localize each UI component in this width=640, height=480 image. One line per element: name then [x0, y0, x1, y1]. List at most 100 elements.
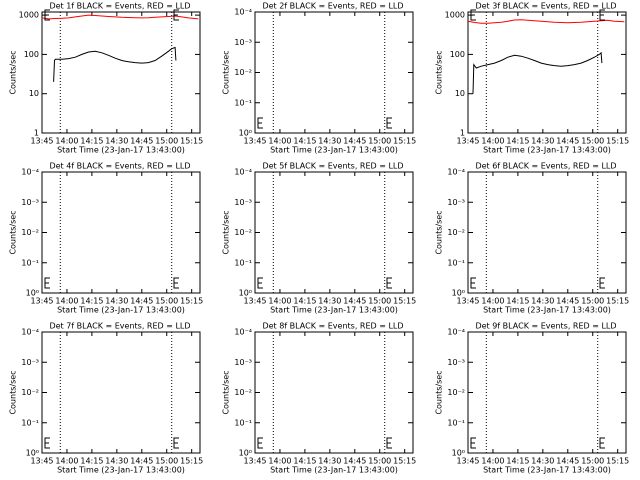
panel-title: Det 9f BLACK = Events, RED = LLD: [475, 322, 616, 331]
panel-title: Det 4f BLACK = Events, RED = LLD: [49, 162, 190, 171]
x-tick-label: 15:15: [606, 137, 629, 146]
x-tick-label: 14:30: [318, 457, 341, 466]
panel-title: Det 3f BLACK = Events, RED = LLD: [475, 2, 616, 11]
y-tick-label: 10: [29, 89, 39, 98]
x-tick-label: 14:30: [105, 137, 128, 146]
y-axis-label: Counts/sec: [9, 210, 18, 254]
bracket-glyph: [173, 437, 179, 449]
panel-title: Det 5f BLACK = Events, RED = LLD: [262, 162, 403, 171]
y-tick-label: 10⁰: [452, 449, 465, 458]
y-tick-label: 10⁰: [452, 289, 465, 298]
x-tick-label: 14:15: [293, 297, 316, 306]
y-tick-label: 10⁻³: [234, 198, 252, 207]
x-tick-label: 14:15: [80, 137, 103, 146]
x-tick-label: 13:45: [30, 137, 53, 146]
x-tick-label: 15:15: [606, 297, 629, 306]
x-tick-label: 15:00: [368, 297, 391, 306]
x-tick-label: 13:45: [243, 137, 266, 146]
x-tick-label: 14:45: [556, 137, 579, 146]
y-axis-label: Counts/sec: [222, 370, 231, 414]
x-tick-label: 14:45: [343, 457, 366, 466]
panel-title: Det 2f BLACK = Events, RED = LLD: [262, 2, 403, 11]
x-tick-label: 15:00: [368, 137, 391, 146]
y-tick-label: 1: [34, 129, 39, 138]
plot-frame: [254, 171, 414, 294]
y-tick-label: 10⁻³: [447, 358, 465, 367]
y-axis-label: Counts/sec: [435, 50, 444, 94]
x-tick-label: 13:45: [243, 457, 266, 466]
x-tick-label: 14:00: [268, 137, 291, 146]
x-axis-label: Start Time (23-Jan-17 13:43:00): [57, 306, 185, 315]
x-axis-label: Start Time (23-Jan-17 13:43:00): [57, 466, 185, 475]
x-tick-label: 15:15: [180, 297, 203, 306]
plot-frame: [41, 171, 201, 294]
y-tick-label: 10⁻⁴: [447, 168, 465, 177]
y-tick-label: 10⁰: [239, 449, 252, 458]
x-tick-label: 14:15: [293, 457, 316, 466]
y-tick-label: 100: [450, 50, 465, 59]
bracket-glyph: [470, 9, 476, 21]
panel-title: Det 1f BLACK = Events, RED = LLD: [49, 2, 190, 11]
plot-frame: [467, 171, 627, 294]
y-tick-label: 10⁻²: [21, 388, 39, 397]
x-tick-label: 15:15: [180, 457, 203, 466]
bracket-glyph: [599, 9, 605, 21]
y-tick-label: 10⁻¹: [234, 258, 252, 267]
x-tick-label: 15:00: [581, 457, 604, 466]
x-tick-label: 14:15: [293, 137, 316, 146]
y-tick-label: 10⁰: [26, 289, 39, 298]
x-tick-label: 15:15: [393, 137, 416, 146]
plot-frame: [254, 331, 414, 454]
x-tick-label: 15:15: [393, 297, 416, 306]
x-tick-label: 14:45: [556, 457, 579, 466]
x-tick-label: 13:45: [456, 457, 479, 466]
bracket-glyph: [470, 437, 476, 449]
x-tick-label: 13:45: [30, 297, 53, 306]
plot-frame: [41, 331, 201, 454]
bracket-glyph: [386, 437, 392, 449]
y-tick-label: 10⁻¹: [21, 418, 39, 427]
x-tick-label: 14:00: [55, 297, 78, 306]
y-tick-label: 10⁻³: [447, 198, 465, 207]
y-tick-label: 1000: [445, 11, 465, 20]
y-tick-label: 1000: [19, 11, 39, 20]
x-tick-label: 14:45: [130, 297, 153, 306]
bracket-glyph: [257, 437, 263, 449]
x-axis-label: Start Time (23-Jan-17 13:43:00): [483, 146, 611, 155]
bracket-glyph: [599, 437, 605, 449]
y-tick-label: 10⁻³: [234, 358, 252, 367]
y-tick-label: 10⁻⁴: [21, 328, 39, 337]
y-tick-label: 10⁻²: [447, 388, 465, 397]
y-tick-label: 10⁰: [239, 129, 252, 138]
y-tick-label: 10⁻²: [234, 68, 252, 77]
x-tick-label: 14:15: [506, 457, 529, 466]
y-tick-label: 10⁻²: [447, 228, 465, 237]
y-tick-label: 1: [460, 129, 465, 138]
x-tick-label: 14:00: [481, 137, 504, 146]
data-line: [467, 19, 625, 24]
y-axis-label: Counts/sec: [435, 210, 444, 254]
x-axis-label: Start Time (23-Jan-17 13:43:00): [270, 306, 398, 315]
x-tick-label: 15:00: [368, 457, 391, 466]
y-tick-label: 10⁻⁴: [234, 8, 252, 17]
x-axis-label: Start Time (23-Jan-17 13:43:00): [270, 466, 398, 475]
x-tick-label: 14:30: [318, 297, 341, 306]
x-tick-label: 15:15: [180, 137, 203, 146]
x-axis-label: Start Time (23-Jan-17 13:43:00): [483, 306, 611, 315]
bracket-glyph: [386, 117, 392, 129]
y-tick-label: 10: [455, 89, 465, 98]
plot-frame: [254, 11, 414, 134]
x-tick-label: 14:15: [80, 457, 103, 466]
x-tick-label: 15:15: [606, 457, 629, 466]
x-tick-label: 15:00: [581, 137, 604, 146]
x-tick-label: 14:00: [55, 137, 78, 146]
panel-title: Det 8f BLACK = Events, RED = LLD: [262, 322, 403, 331]
plot-frame: [41, 11, 201, 134]
x-tick-label: 14:30: [105, 457, 128, 466]
bracket-glyph: [470, 277, 476, 289]
x-tick-label: 14:00: [268, 297, 291, 306]
x-tick-label: 14:15: [506, 297, 529, 306]
bracket-glyph: [44, 437, 50, 449]
bracket-glyph: [173, 277, 179, 289]
